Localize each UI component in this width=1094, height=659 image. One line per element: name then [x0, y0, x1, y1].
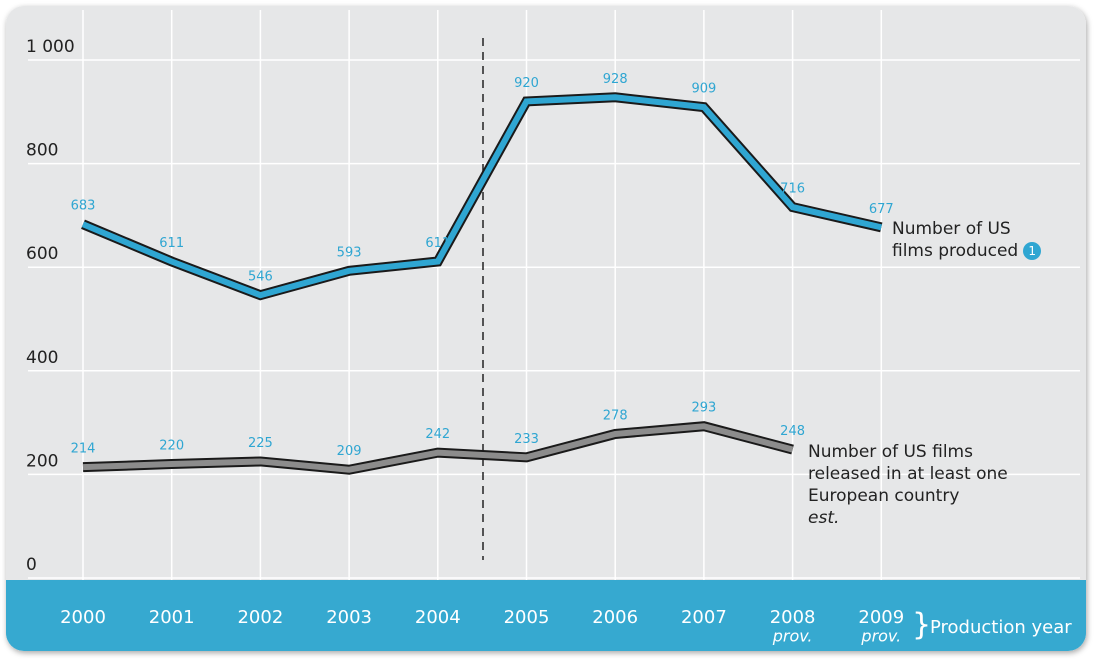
series-name: Number of US films produced	[892, 219, 1019, 261]
x-tick-label: 2002	[237, 607, 283, 628]
x-axis-label: Production year	[930, 617, 1072, 638]
y-tick-label: 600	[26, 244, 58, 264]
x-tick-label: 2004	[415, 607, 461, 628]
brace: }	[912, 608, 931, 643]
line	[81, 94, 882, 299]
y-tick-label: 400	[26, 348, 58, 368]
data-label: 611	[159, 236, 184, 251]
data-label: 233	[514, 432, 539, 447]
data-label: 677	[869, 202, 894, 217]
x-tick-label: 2009	[858, 607, 904, 628]
series-label: Number of US films released in at least …	[808, 441, 1023, 529]
data-label: 220	[159, 439, 184, 454]
x-tick-label: 2001	[149, 607, 195, 628]
x-tick-label: 2005	[504, 607, 550, 628]
series-label: Number of US films produced 1	[892, 218, 1042, 262]
data-label: 293	[691, 401, 716, 416]
y-tick-label: 800	[26, 141, 58, 161]
line	[82, 423, 794, 473]
data-label: 920	[514, 76, 539, 91]
data-label: 716	[780, 182, 805, 197]
note-marker: 1	[1023, 242, 1042, 260]
series-name: Number of US films released in at least …	[808, 442, 1008, 506]
x-tick-note: prov.	[772, 627, 813, 646]
x-tick-label: 2007	[681, 607, 727, 628]
series-note: est.	[808, 508, 840, 528]
data-label: 611	[425, 236, 450, 251]
data-label: 909	[691, 82, 716, 97]
data-label: 683	[71, 199, 96, 214]
x-tick-note: prov.	[860, 627, 901, 646]
y-tick-label: 0	[26, 555, 37, 575]
x-tick-label: 2003	[326, 607, 372, 628]
x-tick-label: 2008	[770, 607, 816, 628]
y-tick-label: 200	[26, 451, 58, 471]
data-label: 225	[248, 436, 273, 451]
y-tick-label: 1 000	[26, 37, 75, 57]
data-label: 546	[248, 270, 273, 285]
axis-band	[6, 580, 1086, 651]
data-label: 278	[603, 408, 628, 423]
data-label: 214	[71, 442, 96, 457]
data-label: 593	[337, 245, 362, 260]
data-label: 209	[337, 444, 362, 459]
x-tick-label: 2006	[592, 607, 638, 628]
data-label: 248	[780, 424, 805, 439]
data-label: 928	[603, 72, 628, 87]
data-label: 242	[425, 427, 450, 442]
x-tick-label: 2000	[60, 607, 106, 628]
panel	[6, 6, 1086, 651]
